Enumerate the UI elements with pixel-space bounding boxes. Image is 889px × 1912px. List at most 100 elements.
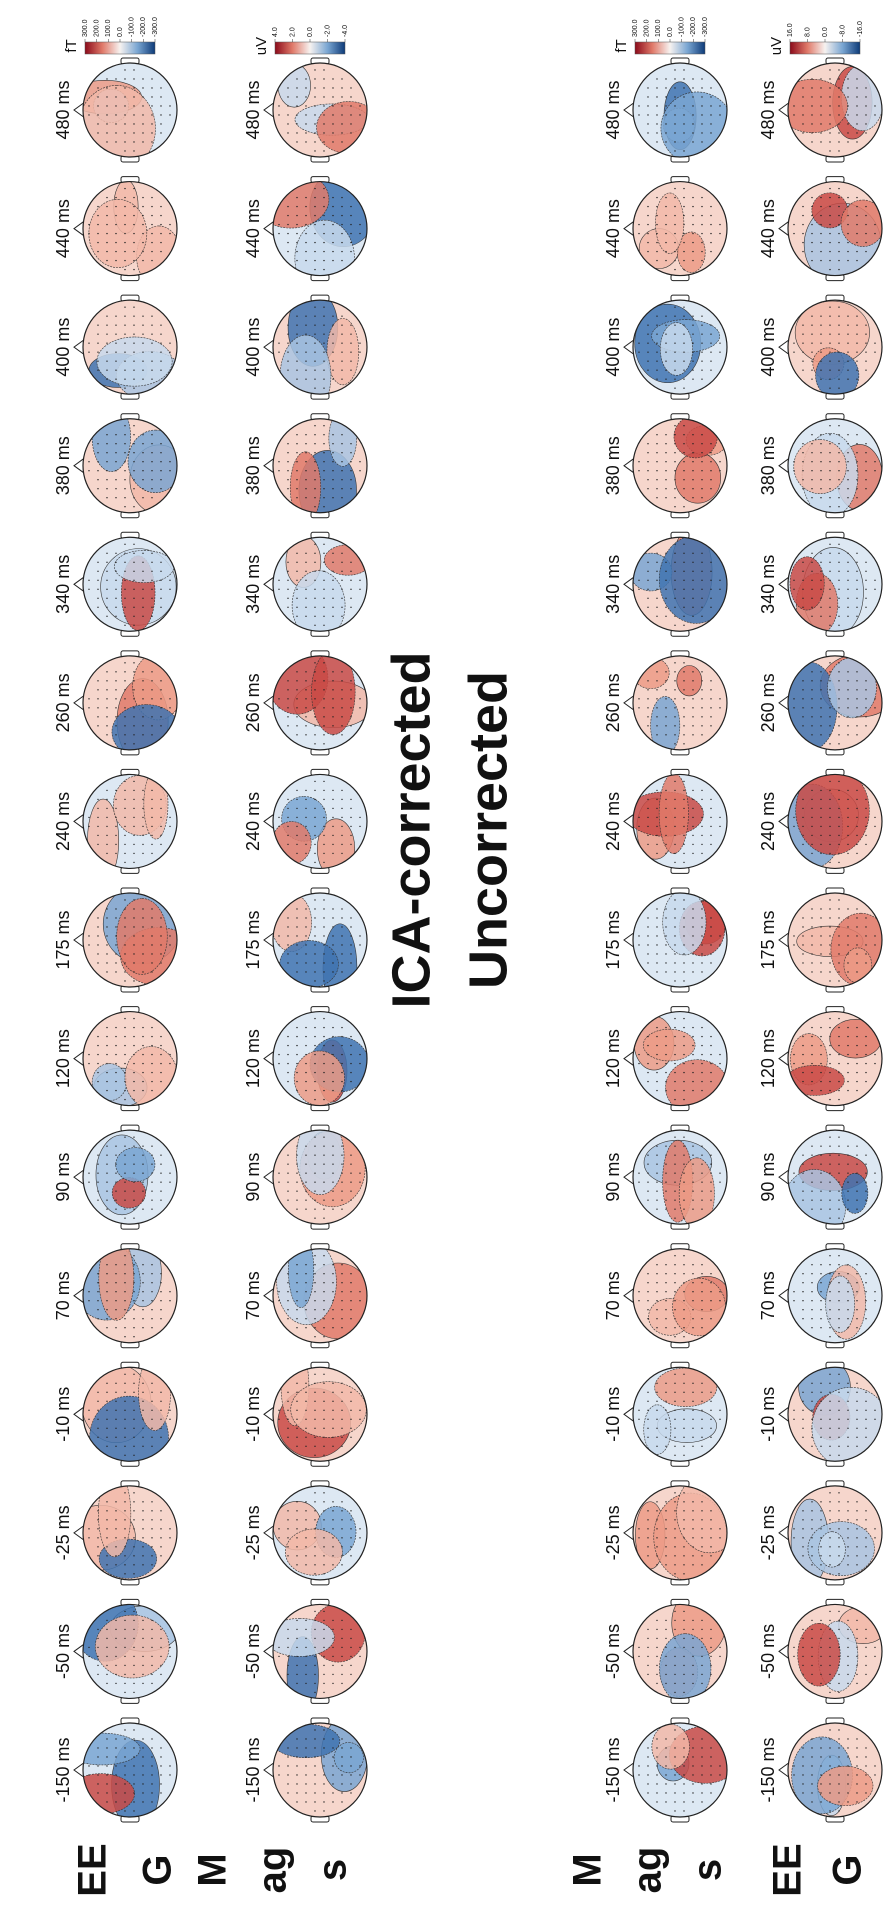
sensor-dot xyxy=(847,825,849,828)
sensor-dot xyxy=(296,1282,298,1284)
sensor-dot xyxy=(829,1519,831,1521)
sensor-dot xyxy=(160,488,162,490)
topomap xyxy=(778,768,883,874)
field-blob xyxy=(643,1404,672,1455)
sensor-dot xyxy=(97,1528,99,1530)
sensor-dot xyxy=(124,1765,126,1767)
sensor-dot xyxy=(314,1747,316,1749)
sensor-dot xyxy=(847,1427,849,1429)
sensor-dot xyxy=(305,816,307,819)
sensor-dot xyxy=(124,1071,126,1074)
sensor-dot xyxy=(674,452,676,454)
sensor-dot xyxy=(856,114,858,116)
sensor-dot xyxy=(115,1783,117,1785)
sensor-dot xyxy=(692,324,694,326)
sensor-dot xyxy=(287,443,289,445)
sensor-dot xyxy=(323,1646,325,1649)
sensor-dot xyxy=(97,816,99,819)
sensor-dot xyxy=(124,689,126,691)
sensor-dot xyxy=(323,561,325,563)
sensor-dot xyxy=(674,132,676,134)
nose xyxy=(623,1405,636,1423)
sensor-dot xyxy=(856,1783,858,1785)
sensor-dot xyxy=(314,561,316,563)
sensor-dot xyxy=(115,962,117,964)
sensor-dot xyxy=(142,1300,144,1302)
sensor-dot xyxy=(856,1774,858,1776)
sensor-dot xyxy=(820,96,822,98)
time-label: 480 ms xyxy=(243,80,263,139)
nose xyxy=(263,1524,276,1542)
sensor-dot xyxy=(287,1154,289,1156)
sensor-dot xyxy=(647,816,649,819)
sensor-dot xyxy=(829,971,831,973)
sensor-dot xyxy=(838,570,840,572)
sensor-dot xyxy=(287,1519,289,1521)
sensor-dot xyxy=(847,1792,849,1794)
sensor-dot xyxy=(133,443,135,445)
sensor-dot xyxy=(811,1382,813,1384)
time-label: 175 ms xyxy=(243,910,263,969)
sensor-dot xyxy=(811,1282,813,1284)
sensor-dot xyxy=(160,1163,162,1165)
sensor-dot xyxy=(683,597,685,599)
sensor-dot xyxy=(124,597,126,599)
sensor-dot xyxy=(323,789,325,792)
sensor-dot xyxy=(665,205,667,208)
sensor-dot xyxy=(332,561,334,563)
sensor-dot xyxy=(115,132,117,134)
sensor-dot xyxy=(124,1035,126,1038)
sensor-dot xyxy=(124,1089,126,1092)
sensor-dot xyxy=(692,1172,694,1174)
sensor-dot xyxy=(838,1035,840,1038)
sensor-dot xyxy=(305,1436,307,1438)
field xyxy=(638,187,721,273)
sensor-dot xyxy=(793,342,795,344)
sensor-dot xyxy=(683,1217,685,1219)
sensor-dot xyxy=(151,1273,153,1275)
sensor-dot xyxy=(692,461,694,463)
sensor-dot xyxy=(142,1400,144,1402)
sensor-dot xyxy=(829,1098,831,1101)
sensor-dot xyxy=(665,1172,667,1174)
sensor-dot xyxy=(314,1318,316,1320)
sensor-dot xyxy=(296,333,298,335)
sensor-dot xyxy=(719,105,721,107)
field-blob xyxy=(658,537,727,624)
sensor-dot xyxy=(874,1646,876,1649)
sensor-dot xyxy=(296,205,298,208)
sensor-dot xyxy=(829,69,831,71)
sensor-dot xyxy=(133,1071,135,1074)
sensor-dot xyxy=(838,452,840,454)
sensor-dot xyxy=(647,944,649,946)
sensor-dot xyxy=(674,1792,676,1794)
sensor-dot xyxy=(838,789,840,792)
time-label: 120 ms xyxy=(758,1029,778,1088)
field xyxy=(273,655,367,745)
sensor-dot xyxy=(802,1163,804,1165)
sensor-dot xyxy=(811,570,813,572)
sensor-dot xyxy=(124,671,126,673)
sensor-dot xyxy=(793,351,795,353)
sensor-dot xyxy=(647,1062,649,1065)
sensor-dot xyxy=(665,1282,667,1284)
sensor-dot xyxy=(856,1501,858,1503)
sensor-dot xyxy=(142,123,144,125)
sensor-dot xyxy=(115,1765,117,1767)
sensor-dot xyxy=(838,1291,840,1293)
sensor-dot xyxy=(97,1664,99,1667)
sensor-dot xyxy=(323,434,325,436)
field-blob xyxy=(296,1130,345,1196)
sensor-dot xyxy=(874,1300,876,1302)
sensor-dot xyxy=(856,1291,858,1293)
sensor-dot xyxy=(296,926,298,928)
sensor-dot xyxy=(160,461,162,463)
sensor-dot xyxy=(865,962,867,964)
sensor-dot xyxy=(674,69,676,71)
sensor-dot xyxy=(656,698,658,700)
sensor-dot xyxy=(793,698,795,700)
sensor-dot xyxy=(865,1309,867,1311)
sensor-dot xyxy=(314,1628,316,1631)
sensor-dot xyxy=(829,1217,831,1219)
sensor-dot xyxy=(820,671,822,673)
